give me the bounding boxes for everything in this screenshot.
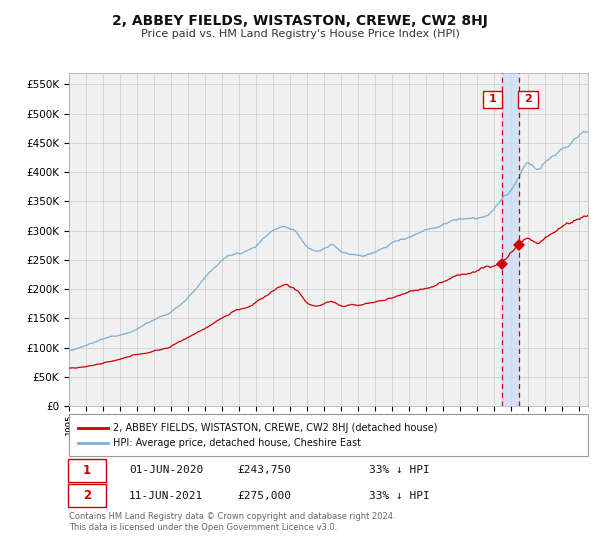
Text: 2, ABBEY FIELDS, WISTASTON, CREWE, CW2 8HJ: 2, ABBEY FIELDS, WISTASTON, CREWE, CW2 8… [112, 14, 488, 28]
Text: 33% ↓ HPI: 33% ↓ HPI [369, 491, 430, 501]
Bar [502, 73, 519, 406]
Text: Price paid vs. HM Land Registry's House Price Index (HPI): Price paid vs. HM Land Registry's House … [140, 29, 460, 39]
Text: £243,750: £243,750 [237, 465, 291, 475]
Text: HPI: Average price, detached house, Cheshire East: HPI: Average price, detached house, Ches… [113, 438, 361, 448]
Text: 01-JUN-2020: 01-JUN-2020 [129, 465, 203, 475]
Text: 33% ↓ HPI: 33% ↓ HPI [369, 465, 430, 475]
Text: 1: 1 [488, 95, 496, 105]
Text: Contains HM Land Registry data © Crown copyright and database right 2024.
This d: Contains HM Land Registry data © Crown c… [69, 512, 395, 532]
Text: 2: 2 [83, 489, 91, 502]
Text: £275,000: £275,000 [237, 491, 291, 501]
Text: 1: 1 [83, 464, 91, 477]
Text: 2, ABBEY FIELDS, WISTASTON, CREWE, CW2 8HJ (detached house): 2, ABBEY FIELDS, WISTASTON, CREWE, CW2 8… [113, 423, 437, 433]
Text: 2: 2 [524, 95, 532, 105]
Text: 11-JUN-2021: 11-JUN-2021 [129, 491, 203, 501]
